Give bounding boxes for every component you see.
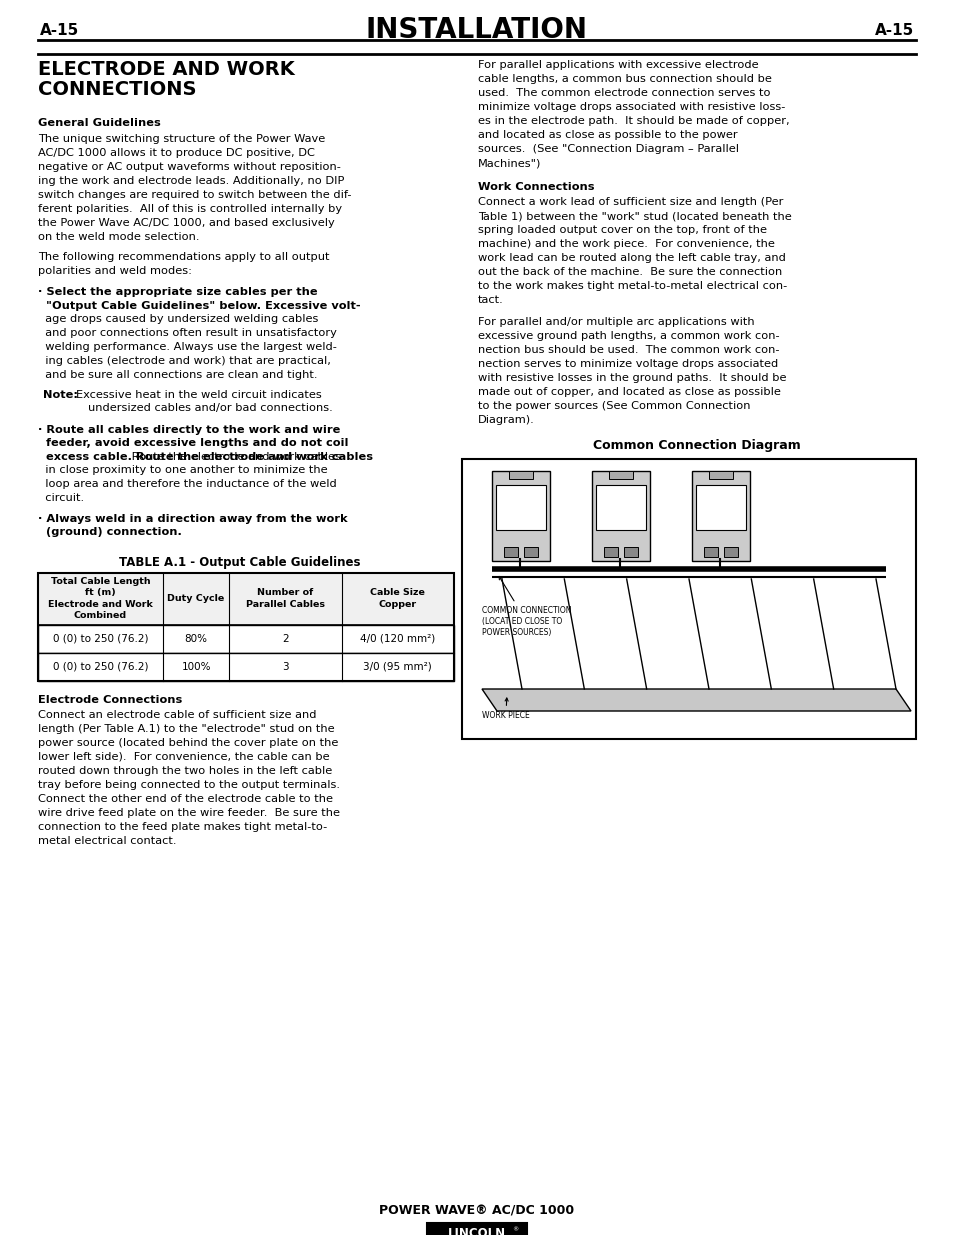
- Text: 0 (0) to 250 (76.2): 0 (0) to 250 (76.2): [52, 634, 148, 643]
- Text: The unique switching structure of the Power Wave
AC/DC 1000 allows it to produce: The unique switching structure of the Po…: [38, 135, 351, 242]
- Text: For parallel and/or multiple arc applications with
excessive ground path lengths: For parallel and/or multiple arc applica…: [477, 317, 785, 425]
- Text: Common Connection Diagram: Common Connection Diagram: [593, 438, 800, 452]
- Text: Duty Cycle: Duty Cycle: [168, 594, 225, 603]
- Text: Work Connections: Work Connections: [477, 182, 594, 191]
- Text: Cable Size
Copper: Cable Size Copper: [370, 588, 425, 609]
- Text: WORK PIECE: WORK PIECE: [481, 698, 529, 720]
- Text: 0 (0) to 250 (76.2): 0 (0) to 250 (76.2): [52, 662, 148, 672]
- Text: Excessive heat in the weld circuit indicates: Excessive heat in the weld circuit indic…: [76, 389, 321, 399]
- Bar: [703, 547, 718, 557]
- Text: 80%: 80%: [184, 634, 208, 643]
- Bar: [427, 1223, 526, 1235]
- Text: POWER WAVE® AC/DC 1000: POWER WAVE® AC/DC 1000: [379, 1205, 574, 1218]
- Text: 4/0 (120 mm²): 4/0 (120 mm²): [360, 634, 435, 643]
- Bar: [603, 547, 618, 557]
- Bar: [592, 471, 649, 561]
- Bar: [691, 471, 749, 561]
- Text: A-15: A-15: [40, 22, 79, 37]
- Text: age drops caused by undersized welding cables
  and poor connections often resul: age drops caused by undersized welding c…: [38, 314, 336, 380]
- Bar: [509, 471, 532, 479]
- Text: TABLE A.1 - Output Cable Guidelines: TABLE A.1 - Output Cable Guidelines: [119, 556, 360, 568]
- Bar: [523, 547, 537, 557]
- Text: LINCOLN: LINCOLN: [448, 1226, 505, 1235]
- Text: Note:: Note:: [43, 389, 78, 399]
- Text: undersized cables and/or bad connections.: undersized cables and/or bad connections…: [88, 403, 333, 412]
- Text: 3/0 (95 mm²): 3/0 (95 mm²): [363, 662, 432, 672]
- Text: · Route all cables directly to the work and wire: · Route all cables directly to the work …: [38, 425, 340, 435]
- Text: 100%: 100%: [181, 662, 211, 672]
- Text: Connect a work lead of sufficient size and length (Per
Table 1) between the "wor: Connect a work lead of sufficient size a…: [477, 198, 791, 305]
- Text: Number of
Parallel Cables: Number of Parallel Cables: [246, 588, 325, 609]
- Text: feeder, avoid excessive lengths and do not coil: feeder, avoid excessive lengths and do n…: [38, 438, 348, 448]
- Text: 3: 3: [282, 662, 289, 672]
- Bar: [696, 484, 745, 530]
- Text: 2: 2: [282, 634, 289, 643]
- Bar: [38, 652, 454, 680]
- Bar: [596, 484, 645, 530]
- Text: ELECTRODE AND WORK: ELECTRODE AND WORK: [38, 61, 294, 79]
- Text: Electrode Connections: Electrode Connections: [38, 694, 182, 704]
- Bar: [492, 471, 550, 561]
- Text: Connect an electrode cable of sufficient size and
length (Per Table A.1) to the : Connect an electrode cable of sufficient…: [38, 709, 339, 846]
- Bar: [623, 547, 638, 557]
- Bar: [709, 471, 732, 479]
- Text: (ground) connection.: (ground) connection.: [38, 527, 182, 537]
- Bar: [38, 573, 454, 680]
- Text: For parallel applications with excessive electrode
cable lengths, a common bus c: For parallel applications with excessive…: [477, 61, 789, 168]
- Text: ®: ®: [512, 1228, 517, 1233]
- Bar: [503, 547, 517, 557]
- Text: INSTALLATION: INSTALLATION: [366, 16, 587, 44]
- Text: The following recommendations apply to all output
polarities and weld modes:: The following recommendations apply to a…: [38, 252, 329, 275]
- Text: excess cable. Route the electrode and work cables: excess cable. Route the electrode and wo…: [38, 452, 373, 462]
- Bar: [609, 471, 632, 479]
- Text: in close proximity to one another to minimize the
  loop area and therefore the : in close proximity to one another to min…: [38, 466, 336, 503]
- Bar: [38, 573, 454, 625]
- Bar: [723, 547, 738, 557]
- Bar: [38, 625, 454, 652]
- Text: CONNECTIONS: CONNECTIONS: [38, 80, 196, 99]
- Text: Route the electrode and work cables: Route the electrode and work cables: [128, 452, 340, 462]
- Text: · Select the appropriate size cables per the: · Select the appropriate size cables per…: [38, 287, 317, 296]
- Text: "Output Cable Guidelines" below. Excessive volt-: "Output Cable Guidelines" below. Excessi…: [38, 300, 360, 310]
- Bar: [496, 484, 545, 530]
- Polygon shape: [481, 689, 910, 711]
- Text: General Guidelines: General Guidelines: [38, 119, 161, 128]
- Text: · Always weld in a direction away from the work: · Always weld in a direction away from t…: [38, 514, 347, 524]
- Text: COMMON CONNECTION
(LOCAT ED CLOSE TO
POWER SOURCES): COMMON CONNECTION (LOCAT ED CLOSE TO POW…: [481, 577, 571, 637]
- Text: A-15: A-15: [874, 22, 913, 37]
- Text: Total Cable Length
ft (m)
Electrode and Work
Combined: Total Cable Length ft (m) Electrode and …: [48, 577, 152, 620]
- Bar: [461, 459, 915, 739]
